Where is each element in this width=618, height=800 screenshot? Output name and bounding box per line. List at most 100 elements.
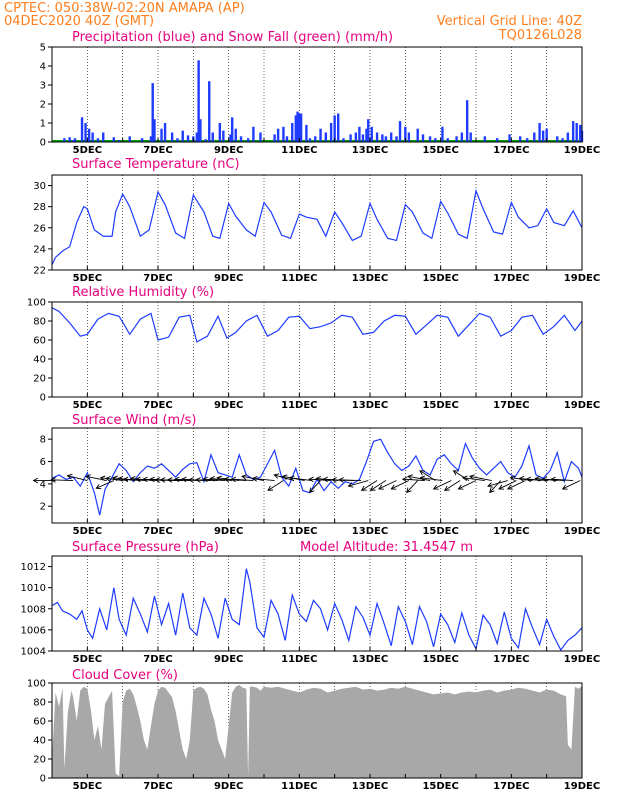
wind-arrow [252,477,275,481]
precip-bar [483,136,487,142]
precip-bar [375,132,379,142]
precip-bar [384,136,388,142]
temperature-frame [51,174,583,271]
pressure-x-tick-label: 11DEC [281,654,317,665]
cloud-y-tick-label: 80 [33,698,46,709]
wind-arrow [361,480,378,491]
precip-bar [308,138,312,142]
temperature-line [51,188,583,265]
precip-bar [259,132,262,142]
humidity-y-tick-label: 20 [33,374,46,385]
wind-arrow-head [406,487,412,494]
precip-bar [404,126,407,142]
wind-arrow-head [267,485,274,491]
wind-arrow-head [507,484,513,490]
wind-arrow-head [360,485,367,491]
wind-x-tick-label: 9DEC [214,526,243,537]
wind-arrow-head [347,482,354,488]
wind-arrow [562,480,581,490]
precip-bar [329,123,333,142]
precip-bar [575,123,578,142]
wind-arrow-head [452,470,459,476]
precip-bar [566,132,570,142]
wind-arrow-head [216,475,223,482]
wind-arrow-head [432,484,439,490]
precip-x-tick-label: 5DEC [73,145,102,156]
wind-arrow-head [489,487,495,494]
wind-arrow [469,475,492,481]
precip-bar [407,132,411,142]
precip-bar [181,130,184,142]
pressure-x-tick-label: 13DEC [352,654,388,665]
wind-x-tick-label: 13DEC [352,526,388,537]
humidity-x-tick-label: 19DEC [564,400,600,411]
temperature-y-tick-label: 28 [33,202,46,213]
precip-bar [314,136,317,142]
precip-bar [291,123,294,142]
wind-arrow [542,478,565,481]
temperature-x-tick-label: 11DEC [281,273,317,284]
wind-arrow-head [251,476,258,482]
wind-arrow-head [188,477,194,483]
wind-x-tick-label: 7DEC [143,526,172,537]
cloud-y-tick-label: 100 [27,679,46,690]
date-line: 04DEC2020 40Z (GMT) [4,14,154,29]
wind-arrow-head [50,477,56,483]
precip-bar [342,138,345,142]
wind-frame [51,427,583,524]
wind-x-tick-label: 19DEC [564,526,600,537]
temperature-y-tick-label: 22 [33,266,46,277]
wind-title: Surface Wind (m/s) [72,413,196,428]
wind-arrow-head [525,476,532,483]
wind-arrow-head [129,476,136,482]
wind-arrow-head [308,476,314,483]
precip-frame [51,46,583,143]
precip-title: Precipitation (blue) and Snow Fall (gree… [72,30,393,45]
cloud-y-tick-label: 20 [33,755,46,766]
cloud-cover-area [52,684,582,778]
precip-bar [434,138,437,142]
wind-arrow-head [419,475,426,482]
wind-arrow [510,477,533,481]
precip-bar [398,121,402,142]
pressure-y-tick-label: 1012 [21,562,46,573]
wind-y-tick-label: 6 [40,457,46,468]
precip-bar [163,123,167,142]
cloud-frame [51,682,583,779]
humidity-y-tick-label: 0 [40,393,46,404]
wind-arrow-head [117,476,124,482]
precip-bar [358,126,361,142]
precip-bar [296,111,299,142]
wind-arrow-head [159,477,166,483]
precip-bar [571,121,575,142]
wind-arrow-head [509,475,516,482]
wind-arrow-head [209,476,215,482]
precip-bar [96,138,100,142]
wind-arrow-head [561,484,568,490]
precip-bar [204,139,207,142]
precip-x-tick-label: 9DEC [214,145,243,156]
wind-arrow [402,478,425,481]
temperature-x-tick-label: 15DEC [422,273,458,284]
precip-bar [229,134,232,142]
precip-bar [208,81,211,142]
precip-bar [428,136,432,142]
precip-bar [395,136,398,142]
wind-arrow-head [180,476,187,483]
precip-bar [460,132,464,142]
wind-arrow-head [457,484,464,490]
cloud-y-tick-label: 60 [33,717,46,728]
pressure-x-tick-label: 5DEC [73,654,102,665]
cloud-y-tick-label: 40 [33,736,46,747]
model-altitude: Model Altitude: 31.4547 m [300,540,473,555]
wind-arrow-head [315,476,321,482]
precip-y-tick-label: 3 [40,81,46,92]
wind-arrow-head [338,477,344,483]
wind-arrow-head [154,477,161,483]
pressure-x-tick-label: 15DEC [422,654,458,665]
humidity-x-tick-label: 7DEC [143,400,172,411]
wind-arrow-head [308,487,315,494]
precip-bar [455,136,458,142]
precip-bar [151,83,154,142]
wind-arrow-head [122,476,129,483]
